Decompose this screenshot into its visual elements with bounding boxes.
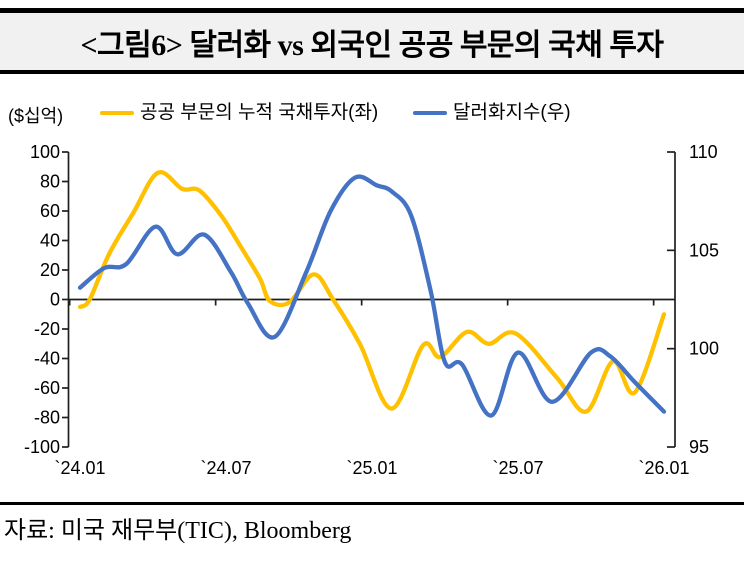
x-axis-tick-label: `24.07: [200, 458, 251, 478]
x-axis-tick-label: `26.01: [638, 458, 689, 478]
x-axis-tick-label: `24.01: [54, 458, 105, 478]
series-line-0: [77, 170, 667, 414]
left-axis-tick-label: -80: [34, 408, 60, 428]
left-axis-tick-label: -40: [34, 349, 60, 369]
legend-label-public-investment: 공공 부문의 누적 국채투자(좌): [140, 102, 379, 123]
legend-label-dollar-index: 달러화지수(우): [453, 102, 571, 123]
x-axis-tick-label: `25.01: [346, 458, 397, 478]
left-axis-tick-label: 80: [40, 172, 60, 192]
series-line-1: [77, 174, 667, 418]
left-axis-tick-label: 0: [50, 290, 60, 310]
legend-item-public-investment: 공공 부문의 누적 국채투자(좌): [100, 100, 378, 126]
left-axis-tick-label: 100: [30, 142, 60, 162]
legend-swatch-public-investment: [100, 110, 134, 116]
figure-title-band: <그림6> 달러화 vs 외국인 공공 부문의 국채 투자: [0, 8, 744, 74]
x-axis-tick-label: `25.07: [492, 458, 543, 478]
legend-item-dollar-index: 달러화지수(우): [413, 100, 571, 126]
source-note: 자료: 미국 재무부(TIC), Bloomberg: [4, 518, 352, 544]
footer-divider: [0, 502, 744, 505]
right-axis-tick-label: 100: [689, 339, 719, 359]
right-axis-tick-label: 110: [689, 142, 718, 162]
left-axis-unit-label: ($십억): [8, 106, 64, 126]
left-axis-tick-label: 40: [40, 231, 60, 251]
right-axis-tick-label: 95: [689, 437, 709, 457]
left-axis-tick-label: -60: [34, 378, 60, 398]
left-axis-tick-label: -100: [24, 437, 60, 457]
left-axis-tick-label: 20: [40, 260, 60, 280]
legend-swatch-dollar-index: [413, 110, 447, 116]
left-axis-tick-label: 60: [40, 201, 60, 221]
figure-title: <그림6> 달러화 vs 외국인 공공 부문의 국채 투자: [80, 28, 664, 62]
right-axis-tick-label: 105: [689, 240, 719, 260]
left-axis-tick-label: -20: [34, 319, 60, 339]
